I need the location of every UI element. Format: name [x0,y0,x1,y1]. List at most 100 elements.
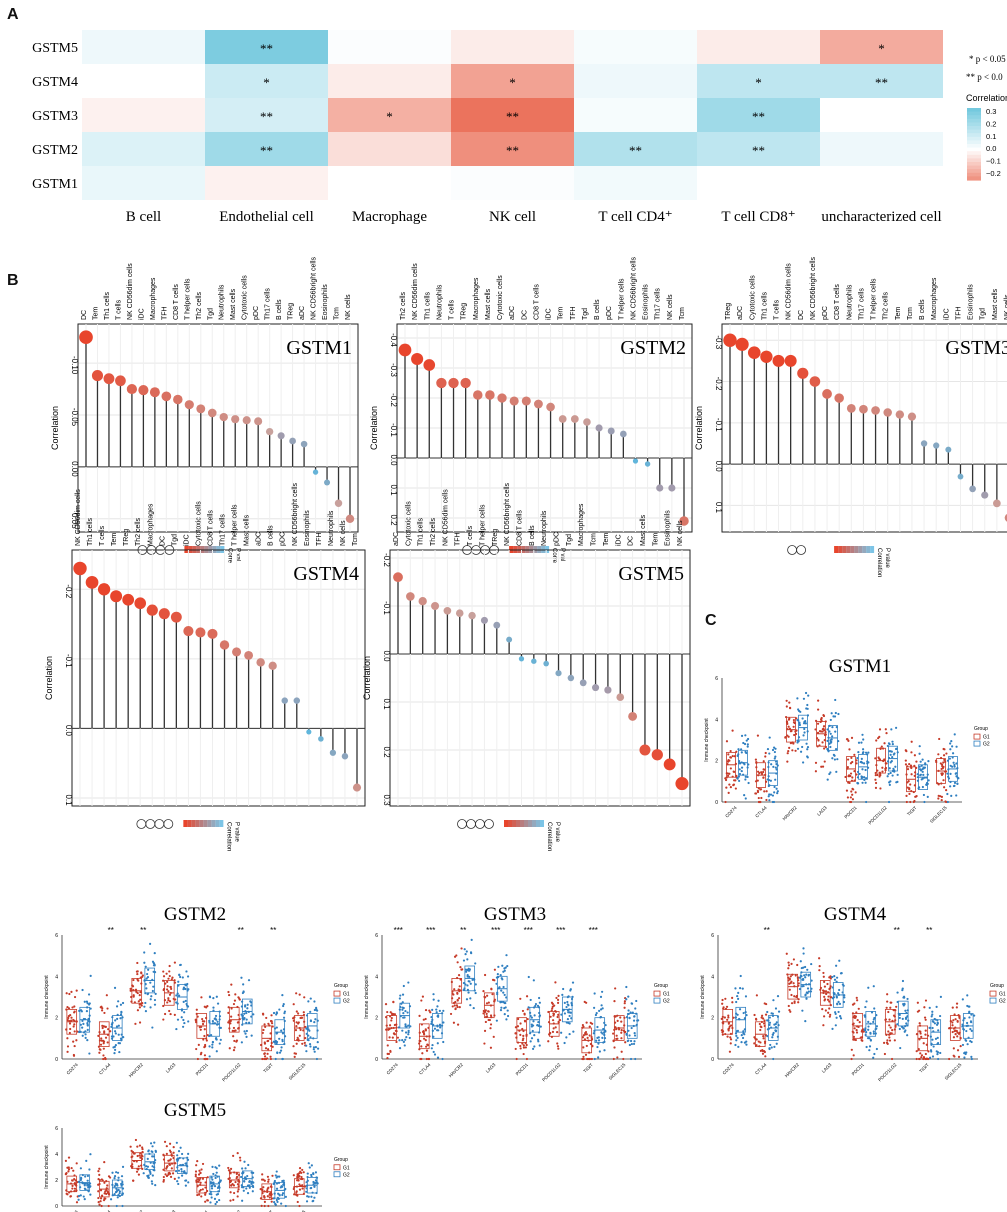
boxplot-point [137,1168,140,1171]
lollipop-point [993,499,1001,508]
boxplot-point [116,1184,119,1187]
boxplot-legend-label: G1 [663,992,670,998]
boxplot-point [874,774,877,777]
boxplot-point [869,1039,873,1042]
lollipop-legend-swatch [528,820,532,827]
boxplot-point [212,997,215,1000]
boxplot-point [420,1045,423,1048]
boxplot-point [768,736,771,739]
boxplot-point [180,1174,184,1177]
boxplot-point [166,988,169,991]
boxplot-point [955,1002,959,1005]
heatmap-legend-swatch [967,126,981,131]
boxplot-point [72,1018,75,1022]
boxplot-point [867,1028,870,1031]
heatmap-legend-tick: −0.1 [986,157,1001,166]
lollipop-category-label: TFH [316,532,323,546]
boxplot-point [485,1012,488,1015]
boxplot-point [166,1001,169,1004]
boxplot-point [467,991,470,994]
boxplot-point [99,1043,103,1046]
boxplot-point [212,1006,215,1009]
lollipop-point [485,390,495,400]
boxplot-point [115,1171,118,1174]
boxplot-point [398,1039,401,1042]
boxplot-point [744,797,747,800]
heatmap-legend-tick: 0.3 [986,107,996,116]
lollipop-category-label: CD8 T cells [533,284,540,320]
boxplot-ytick-label: 0 [375,1057,378,1063]
boxplot-category-label: HAVCR2 [781,805,798,822]
boxplot-point [236,1183,240,1186]
lollipop-point [747,346,761,359]
lollipop-category-label: DC [628,536,635,546]
boxplot-point [86,1182,89,1186]
boxplot-point [205,1039,208,1042]
boxplot-category-label: HAVCR2 [448,1062,465,1079]
boxplot-point [906,768,910,771]
boxplot-point [763,1019,766,1022]
boxplot-point [838,1002,842,1006]
boxplot-point [912,800,915,804]
heatmap-sig-label: * [263,75,270,90]
boxplot-point [775,787,778,790]
boxplot-point [563,1041,566,1045]
lollipop-category-label: Th1 cells [87,517,94,546]
lollipop-category-label: Tem [652,533,659,546]
boxplot-point [210,1185,213,1188]
boxplot-point [386,1010,389,1014]
boxplot-point [308,1029,311,1032]
boxplot-point [846,758,850,761]
boxplot-point [817,708,820,711]
boxplot-point [401,1029,404,1032]
boxplot-point [724,997,727,1000]
boxplot-point [592,1032,595,1035]
heatmap-legend-swatch [967,151,981,156]
boxplot-point [735,1034,738,1037]
boxplot-point [865,800,868,804]
boxplot-point [211,1041,215,1044]
boxplot-point [301,1184,304,1187]
boxplot-point [803,731,806,734]
lollipop-point [265,427,274,436]
boxplot-point [81,988,84,992]
boxplot-point [313,1000,316,1003]
boxplot-category-label: LAG3 [165,1062,177,1074]
boxplot-point [250,1034,253,1037]
boxplot-point [863,1014,866,1017]
boxplot-point [966,1004,969,1008]
boxplot-category-label: PDCD1 [843,805,858,820]
boxplot-legend-label: G1 [983,735,990,741]
boxplot-point [117,1024,120,1027]
lollipop-point [546,402,555,412]
boxplot-point [955,762,958,765]
boxplot-point [162,1178,165,1182]
boxplot-point [935,1005,938,1009]
boxplot-point [765,798,768,802]
boxplot-point [77,1198,80,1201]
boxplot-point [101,1007,104,1010]
boxplot-point [563,1012,567,1015]
boxplot-point [792,742,795,745]
boxplot-point [759,1025,762,1028]
boxplot-category-label: PDCD1LG2 [877,1062,898,1083]
boxplot-point [951,765,954,768]
boxplot-point [490,988,493,991]
boxplot-point [117,1176,120,1179]
boxplot-point [772,999,775,1002]
boxplot-point [521,1042,524,1045]
boxplot-point [827,1011,830,1014]
boxplot-point [814,761,818,764]
boxplot-point [729,767,732,770]
boxplot-point [597,1056,600,1059]
boxplot-point [153,1141,156,1144]
boxplot-point [773,750,776,754]
boxplot-point [740,734,744,738]
boxplot-point [264,1057,268,1061]
boxplot-point [280,1202,283,1205]
boxplot-point [73,1044,76,1048]
boxplot-point [770,763,773,766]
boxplot-point [603,1049,606,1052]
heatmap-row-label: GSTM3 [32,109,78,124]
boxplot-point [66,1045,70,1048]
